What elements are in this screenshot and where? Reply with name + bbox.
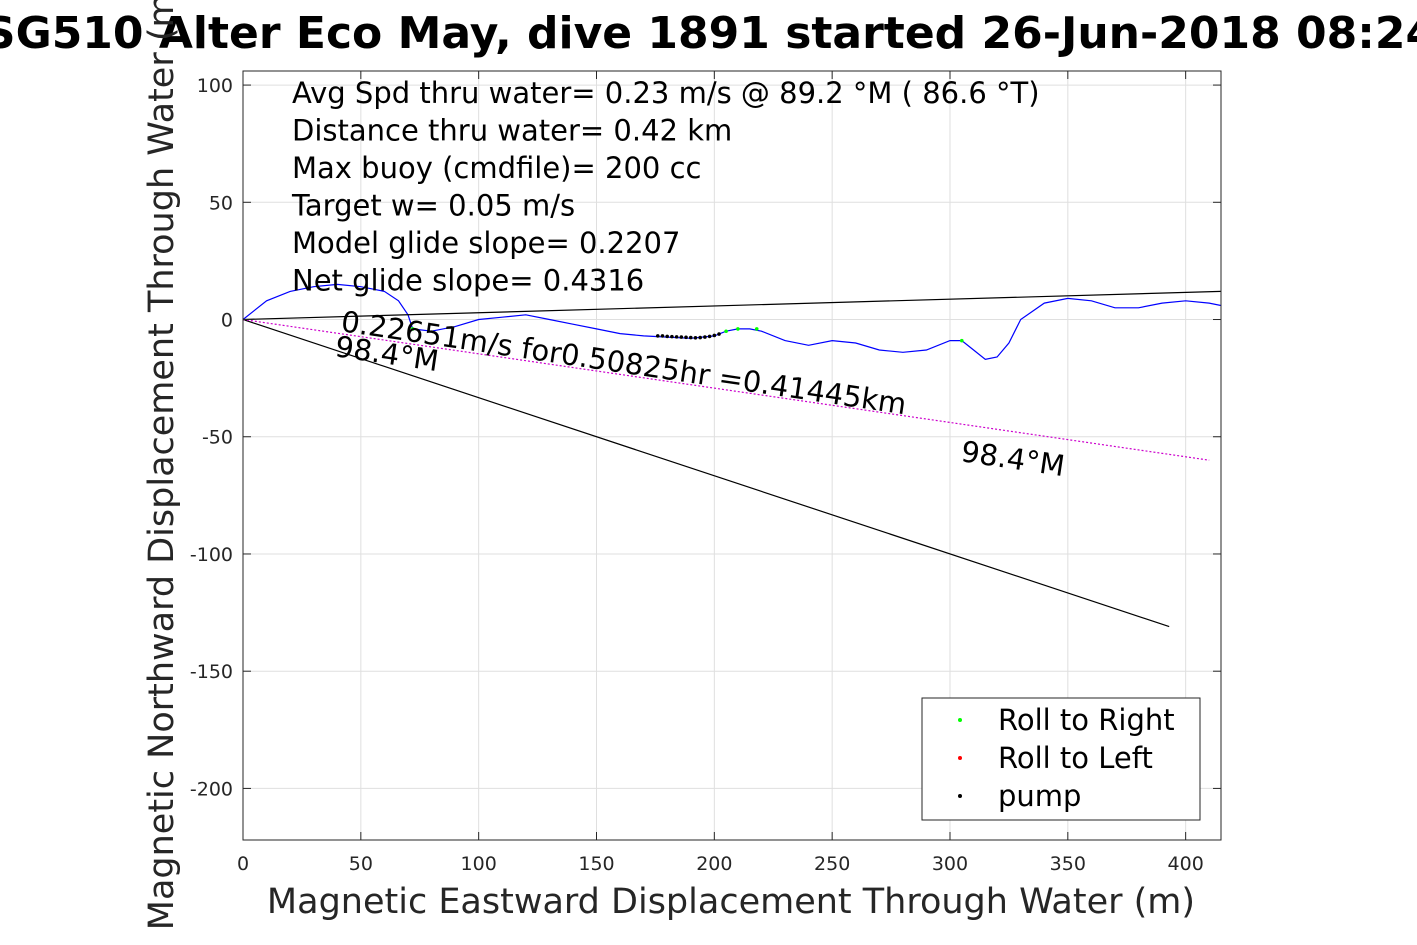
pump-marker <box>660 334 665 338</box>
x-tick-label: 400 <box>1168 853 1204 875</box>
chart-title: SG510 Alter Eco May, dive 1891 started 2… <box>0 8 1417 59</box>
pump-marker <box>717 332 721 336</box>
annotation-line: Target w= 0.05 m/s <box>291 189 575 223</box>
annotation-line: Model glide slope= 0.2207 <box>292 226 680 260</box>
y-tick-label: -100 <box>190 544 233 566</box>
x-tick-label: 150 <box>578 853 614 875</box>
pump-marker <box>655 334 660 338</box>
roll-to-right-marker <box>754 327 759 331</box>
series-line-2 <box>243 318 1170 628</box>
ticks: 0 50 100 150 200 250 300 350 400 100 50 0 -50 -100 -15… <box>190 71 1221 875</box>
series-line-1 <box>243 290 1221 321</box>
annotation-line: Distance thru water= 0.42 km <box>292 114 732 148</box>
legend-label: Roll to Left <box>998 741 1153 775</box>
legend-swatch <box>958 794 962 798</box>
roll-to-right-marker <box>724 329 728 334</box>
x-tick-label: 0 <box>237 853 249 875</box>
x-tick-label: 300 <box>932 853 968 875</box>
y-tick-label: 100 <box>197 75 233 97</box>
x-tick-label: 50 <box>349 853 373 875</box>
pump-marker <box>665 334 669 339</box>
y-tick-label: -150 <box>190 661 233 683</box>
y-tick-label: 50 <box>209 192 233 214</box>
roll-to-right-marker <box>410 327 415 331</box>
pump-marker <box>688 335 693 340</box>
x-tick-label: 350 <box>1050 853 1086 875</box>
series-line-0 <box>243 283 1221 361</box>
roll-to-right-marker <box>736 327 740 331</box>
axes-box <box>242 70 1222 841</box>
pump-marker <box>674 335 679 339</box>
y-axis-label: Magnetic Northward Displacement Through … <box>142 0 182 930</box>
grid <box>242 71 1221 840</box>
roll-to-right-marker <box>959 338 964 343</box>
series-layer <box>243 283 1221 628</box>
pump-marker <box>670 334 674 339</box>
pump-marker <box>684 335 688 340</box>
pump-marker <box>712 333 717 338</box>
annotation-line: Net glide slope= 0.4316 <box>292 264 644 298</box>
legend-box <box>921 697 1201 821</box>
series-line-3 <box>243 318 1210 461</box>
markers-layer <box>410 327 964 343</box>
x-axis-label: Magnetic Eastward Displacement Through W… <box>267 882 1195 922</box>
legend-label: Roll to Right <box>998 703 1175 737</box>
y-tick-label: 0 <box>221 310 233 332</box>
annotation-line: Avg Spd thru water= 0.23 m/s @ 89.2 °M (… <box>292 76 1040 110</box>
pump-marker <box>703 335 707 339</box>
legend-swatch <box>958 718 962 722</box>
annotations: Avg Spd thru water= 0.23 m/s @ 89.2 °M (… <box>291 76 1040 298</box>
annotation-line: Max buoy (cmdfile)= 200 cc <box>292 151 701 185</box>
pump-marker <box>679 335 684 339</box>
x-tick-label: 100 <box>461 853 497 875</box>
pump-marker <box>698 335 702 340</box>
legend-label: pump <box>998 779 1081 813</box>
y-tick-label: -50 <box>202 427 233 449</box>
x-tick-label: 200 <box>696 853 732 875</box>
legend-swatch <box>958 756 962 760</box>
pump-marker <box>707 334 712 339</box>
y-tick-label: -200 <box>190 778 233 800</box>
pump-marker <box>693 336 698 340</box>
x-tick-label: 250 <box>814 853 850 875</box>
legend: Roll to Right Roll to Left pump <box>921 697 1201 821</box>
